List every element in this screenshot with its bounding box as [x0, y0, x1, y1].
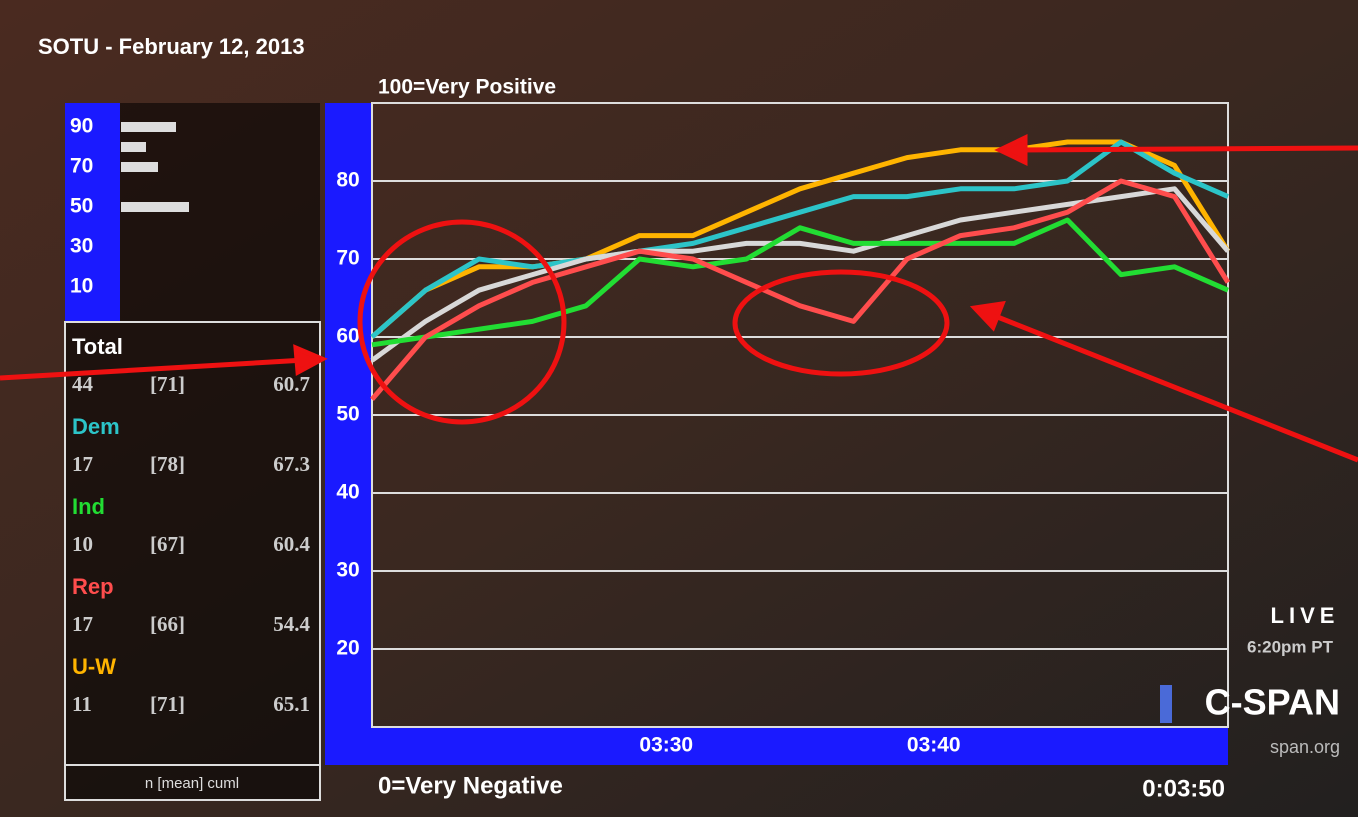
group-mean: [66]: [150, 612, 185, 636]
group-cuml: 60.4: [273, 532, 310, 556]
stats-footer: n [mean] cuml: [145, 775, 239, 792]
y-tick-label: 50: [336, 403, 359, 426]
group-name: Total: [72, 334, 123, 359]
group-mean: [71]: [150, 692, 185, 716]
live-label: LIVE: [1271, 603, 1340, 628]
group-name: Ind: [72, 494, 105, 519]
local-time: 6:20pm PT: [1247, 637, 1334, 656]
group-mean: [71]: [150, 372, 185, 396]
y-tick-label: 80: [336, 169, 359, 192]
scale-label: 70: [70, 155, 93, 178]
group-n: 17: [72, 452, 93, 476]
x-tick-label: 03:40: [907, 734, 961, 757]
group-name: Rep: [72, 574, 114, 599]
x-tick-label: 03:30: [639, 734, 693, 757]
scale-label: 10: [70, 275, 93, 298]
x-axis-bar: [372, 727, 1228, 765]
scale-label: 30: [70, 235, 93, 258]
footnote: 0=Very Negative: [378, 772, 563, 799]
group-n: 11: [72, 692, 92, 716]
network-site: span.org: [1270, 737, 1340, 757]
group-cuml: 67.3: [273, 452, 310, 476]
y-axis-bar: [325, 103, 372, 765]
logo-mark: [1160, 685, 1172, 723]
scale-label: 50: [70, 195, 93, 218]
y-tick-label: 40: [336, 481, 359, 504]
scale-label: 90: [70, 115, 93, 138]
group-cuml: 65.1: [273, 692, 310, 716]
group-cuml: 54.4: [273, 612, 310, 636]
network-logo: C-SPAN: [1205, 682, 1340, 723]
distribution-bar: [121, 142, 146, 152]
group-n: 10: [72, 532, 93, 556]
y-tick-label: 30: [336, 559, 359, 582]
group-mean: [78]: [150, 452, 185, 476]
title: SOTU - February 12, 2013: [38, 34, 305, 59]
group-name: Dem: [72, 414, 120, 439]
distribution-bar: [121, 122, 176, 132]
group-cuml: 60.7: [273, 372, 310, 396]
subtitle: 100=Very Positive: [378, 76, 556, 99]
distribution-bar: [121, 162, 158, 172]
annotation-arrow: [1012, 148, 1358, 150]
elapsed-time: 0:03:50: [1142, 775, 1225, 802]
group-mean: [67]: [150, 532, 185, 556]
y-tick-label: 70: [336, 247, 359, 270]
y-tick-label: 20: [336, 637, 359, 660]
y-tick-label: 60: [336, 325, 359, 348]
distribution-bar: [121, 202, 189, 212]
group-n: 17: [72, 612, 93, 636]
screen: SOTU - February 12, 2013 100=Very Positi…: [0, 0, 1358, 817]
group-name: U-W: [72, 654, 116, 679]
